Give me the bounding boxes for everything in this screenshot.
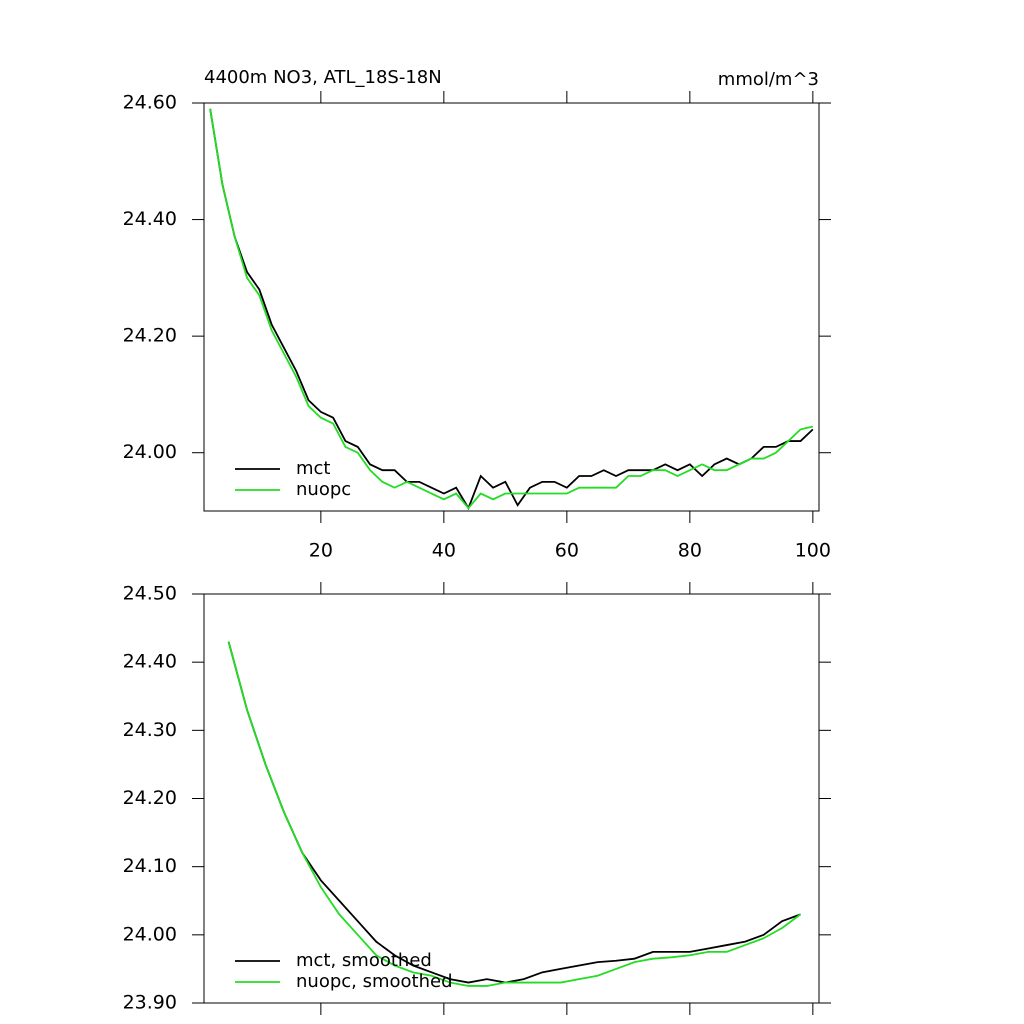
y-tick-label: 24.60	[123, 92, 177, 114]
y-tick-label: 24.00	[123, 923, 177, 945]
y-tick-label: 24.20	[123, 325, 177, 347]
chart-title: 4400m NO3, ATL_18S-18N	[204, 67, 442, 88]
y-tick-label: 24.30	[123, 719, 177, 741]
data-line	[227, 641, 802, 987]
x-tick-label: 40	[432, 540, 456, 562]
data-line	[209, 108, 814, 511]
plot-frame	[203, 102, 820, 512]
y-tick-label: 24.40	[123, 208, 177, 230]
x-tick-label: 80	[678, 540, 702, 562]
x-tick-label: 100	[795, 540, 831, 562]
legend-label: nuopc	[296, 479, 351, 500]
x-tick-label: 20	[309, 540, 333, 562]
y-tick-label: 24.10	[123, 855, 177, 877]
legend-label: nuopc, smoothed	[296, 971, 453, 992]
data-line	[209, 108, 814, 510]
plot-frame	[203, 593, 820, 1004]
legend-label: mct	[296, 458, 331, 479]
y-tick-label: 24.00	[123, 441, 177, 463]
data-line	[227, 641, 801, 984]
x-tick-label: 60	[555, 540, 579, 562]
units-label: mmol/m^3	[718, 69, 819, 90]
legend-label: mct, smoothed	[296, 950, 432, 971]
y-tick-label: 23.90	[123, 992, 177, 1014]
y-tick-label: 24.50	[123, 583, 177, 605]
y-tick-label: 24.40	[123, 651, 177, 673]
y-tick-label: 24.20	[123, 787, 177, 809]
